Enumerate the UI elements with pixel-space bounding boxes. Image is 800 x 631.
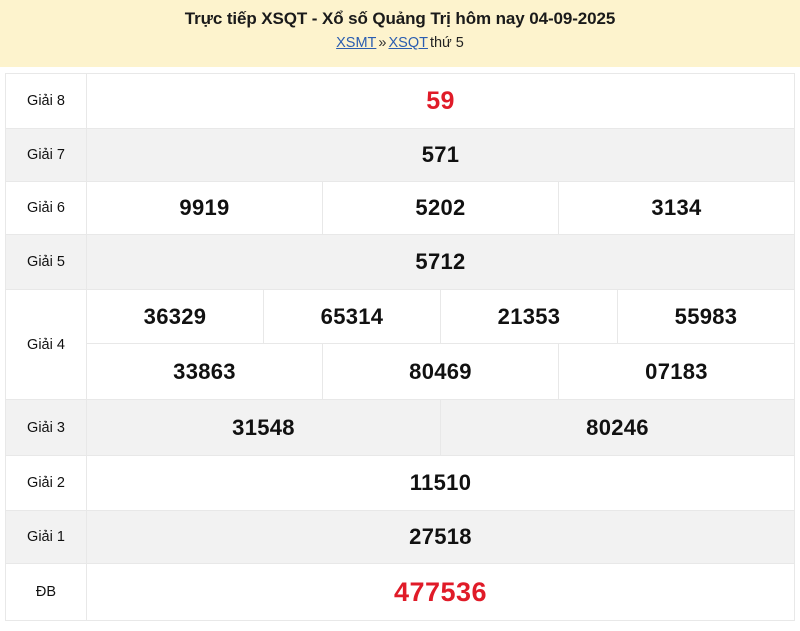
table-row-giai-2: Giải 2 11510	[5, 455, 795, 511]
breadcrumb-day-label: thứ 5	[429, 35, 464, 51]
prize-value-giai-4-6: 80469	[322, 343, 559, 400]
prize-label-giai-3: Giải 3	[5, 399, 87, 456]
prize-label-giai-1: Giải 1	[5, 510, 87, 564]
prize-value-giai-4-7: 07183	[558, 343, 795, 400]
prize-value-giai-6-3: 3134	[558, 181, 795, 235]
prize-value-giai-1: 27518	[86, 510, 795, 564]
lottery-results-table: Giải 8 59 Giải 7 571 Giải 6 9919 5202 31…	[5, 73, 795, 621]
prize-label-giai-7: Giải 7	[5, 128, 87, 182]
table-row-giai-4-line-2: 33863 80469 07183	[6, 343, 795, 400]
prize-value-giai-2: 11510	[86, 455, 795, 511]
table-row-giai-1: Giải 1 27518	[5, 510, 795, 564]
prize-value-giai-8: 59	[86, 73, 795, 129]
prize-label-giai-8: Giải 8	[5, 73, 87, 129]
table-row-giai-6: Giải 6 9919 5202 3134	[5, 181, 795, 235]
prize-label-giai-6: Giải 6	[5, 181, 87, 235]
prize-value-dac-biet: 477536	[86, 563, 795, 621]
prize-label-dac-biet: ĐB	[5, 563, 87, 621]
breadcrumb-link-xsqt[interactable]: XSQT	[388, 35, 428, 51]
breadcrumb: XSMT» XSQT thứ 5	[0, 32, 800, 54]
prize-value-giai-4-3: 21353	[440, 289, 618, 344]
breadcrumb-link-xsmt[interactable]: XSMT	[336, 35, 377, 51]
table-row-dac-biet: ĐB 477536	[5, 563, 795, 621]
prize-label-giai-5: Giải 5	[5, 234, 87, 290]
table-row-giai-3: Giải 3 31548 80246	[5, 399, 795, 456]
prize-value-giai-6-1: 9919	[86, 181, 323, 235]
table-row-giai-7: Giải 7 571	[5, 128, 795, 182]
breadcrumb-separator: »	[378, 35, 387, 51]
prize-label-giai-4: Giải 4	[5, 289, 87, 400]
table-row-giai-5: Giải 5 5712	[5, 234, 795, 290]
prize-value-giai-4-2: 65314	[263, 289, 441, 344]
prize-value-giai-5: 5712	[86, 234, 795, 290]
table-row-giai-4-line-1: Giải 4 36329 65314 21353 55983	[5, 289, 795, 400]
results-table-container: Giải 8 59 Giải 7 571 Giải 6 9919 5202 31…	[0, 67, 800, 621]
table-row-giai-8: Giải 8 59	[5, 73, 795, 129]
prize-value-giai-4-4: 55983	[617, 289, 795, 344]
page-title: Trực tiếp XSQT - Xổ số Quảng Trị hôm nay…	[184, 9, 616, 28]
prize-label-giai-2: Giải 2	[5, 455, 87, 511]
prize-value-giai-4-1: 36329	[86, 289, 264, 344]
page-header: Trực tiếp XSQT - Xổ số Quảng Trị hôm nay…	[0, 0, 800, 67]
prize-value-giai-6-2: 5202	[322, 181, 559, 235]
prize-value-giai-3-2: 80246	[440, 399, 795, 456]
prize-value-giai-3-1: 31548	[86, 399, 441, 456]
prize-value-giai-7: 571	[86, 128, 795, 182]
prize-value-giai-4-5: 33863	[86, 343, 323, 400]
